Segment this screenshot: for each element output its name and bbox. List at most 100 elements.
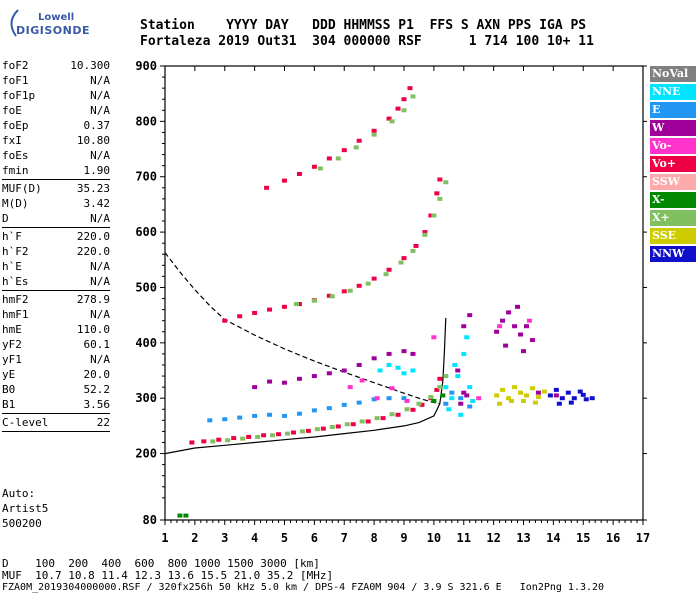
echo-sse-point xyxy=(509,398,515,403)
param-value: N/A xyxy=(90,308,110,321)
param-row-yf2: yF2 60.1 xyxy=(2,337,110,352)
echo-sse-point xyxy=(500,387,506,392)
echo-e-point xyxy=(326,406,332,411)
param-key: M(D) xyxy=(2,197,29,210)
param-value: 3.56 xyxy=(83,398,111,411)
echo-nne-point xyxy=(386,362,392,367)
echo-x--point xyxy=(443,180,449,185)
x-tick-label: 1 xyxy=(161,531,168,545)
echo-e-point xyxy=(296,411,302,416)
legend-item-e: E xyxy=(650,102,696,118)
echo-nne-point xyxy=(449,396,455,401)
echo-x--point xyxy=(431,213,437,218)
echo-vo--point xyxy=(264,185,270,190)
echo-x--point xyxy=(410,94,416,99)
digisonde-logo: Lowell DIGISONDE xyxy=(6,6,89,40)
auto-line-3: 500200 xyxy=(2,517,42,530)
param-value: 3.42 xyxy=(83,197,111,210)
echo-x--point xyxy=(428,395,434,400)
echo-x--point xyxy=(225,438,231,443)
legend-item-noval: NoVal xyxy=(650,66,696,82)
echo-x--point xyxy=(299,429,305,434)
param-divider xyxy=(2,290,110,291)
echo-vo--point xyxy=(246,434,252,439)
echo-w-point xyxy=(535,390,541,395)
param-key: yF2 xyxy=(2,338,22,351)
param-key: C-level xyxy=(2,416,49,429)
param-row-hmf1: hmF1 N/A xyxy=(2,307,110,322)
legend-item-ssw: SSW xyxy=(650,174,696,190)
param-row-yf1: yF1 N/A xyxy=(2,352,110,367)
param-row-h-e: h`E N/A xyxy=(2,259,110,274)
echo-sse-point xyxy=(494,393,500,398)
param-key: hmF2 xyxy=(2,293,29,306)
footer-distance-row: D 100 200 400 600 800 1000 1500 3000 [km… xyxy=(2,557,320,570)
echo-w-point xyxy=(371,356,377,361)
echo-vo--point xyxy=(290,430,296,435)
param-value: 35.23 xyxy=(76,182,110,195)
echo-nne-point xyxy=(455,374,461,379)
echo-vo--point xyxy=(386,267,392,272)
x-tick-label: 5 xyxy=(281,531,288,545)
param-key: yE xyxy=(2,368,16,381)
param-key: foE xyxy=(2,104,22,117)
echo-vo--point xyxy=(422,230,428,235)
echo-vo--point xyxy=(326,293,332,298)
echo-vo--point xyxy=(356,138,362,143)
param-row-foes: foEs N/A xyxy=(2,148,110,163)
param-key: B0 xyxy=(2,383,16,396)
y-tick-label: 500 xyxy=(135,280,157,294)
echo-nne-point xyxy=(470,398,476,403)
echo-x--point xyxy=(383,272,389,277)
echo-w-point xyxy=(523,324,529,329)
model-profile-line xyxy=(164,317,447,455)
param-value: 52.2 xyxy=(83,383,111,396)
echo-nnw-point xyxy=(583,397,589,402)
echo-w-point xyxy=(512,324,518,329)
logo-line-2: DIGISONDE xyxy=(16,24,90,37)
echo-w-point xyxy=(464,393,470,398)
echo-nnw-point xyxy=(580,392,586,397)
param-value: 220.0 xyxy=(76,245,110,258)
echo-vo--point xyxy=(404,398,410,403)
param-key: yF1 xyxy=(2,353,22,366)
echo-vo--point xyxy=(437,177,443,182)
header-labels: Station YYYY DAY DDD HHMMSS P1 FFS S AXN… xyxy=(140,18,587,33)
echo-x--point xyxy=(329,294,335,299)
echo-w-point xyxy=(326,371,332,376)
echo-nne-point xyxy=(458,412,464,417)
param-value: N/A xyxy=(90,149,110,162)
echo-w-point xyxy=(356,362,362,367)
echo-nne-point xyxy=(443,385,449,390)
echo-x--point xyxy=(371,132,377,137)
param-divider xyxy=(2,179,110,180)
autoscaling-info: Auto: Artist5 500200 xyxy=(2,486,48,531)
echo-x--point xyxy=(284,431,290,436)
echo-nnw-point xyxy=(547,393,553,398)
param-key: foF1p xyxy=(2,89,36,102)
param-value: N/A xyxy=(90,89,110,102)
echo-vo--point xyxy=(374,396,380,401)
param-value: 278.9 xyxy=(76,293,110,306)
y-tick-label: 700 xyxy=(135,170,157,184)
param-row-fof1p: foF1p N/A xyxy=(2,88,110,103)
echo-w-point xyxy=(386,351,392,356)
param-value: 220.0 xyxy=(76,230,110,243)
echo-x--point xyxy=(431,398,437,403)
echo-w-point xyxy=(518,332,524,337)
echo-vo--point xyxy=(401,97,407,102)
echo-w-point xyxy=(494,329,500,334)
echo-vo--point xyxy=(395,412,401,417)
echo-vo--point xyxy=(347,385,353,390)
echo-e-point xyxy=(282,413,287,418)
echo-vo--point xyxy=(282,178,287,183)
echo-sse-point xyxy=(523,393,529,398)
echo-vo--point xyxy=(365,419,371,424)
echo-nnw-point xyxy=(568,400,574,405)
parameter-panel: foF2 10.300 foF1 N/A foF1p N/A foE N/A foEp 0.37 f… xyxy=(2,58,110,433)
echo-vo--point xyxy=(267,307,273,312)
legend-item-vo-: Vo+ xyxy=(650,156,696,172)
echo-vo--point xyxy=(311,164,317,169)
echo-sse-point xyxy=(521,398,526,403)
